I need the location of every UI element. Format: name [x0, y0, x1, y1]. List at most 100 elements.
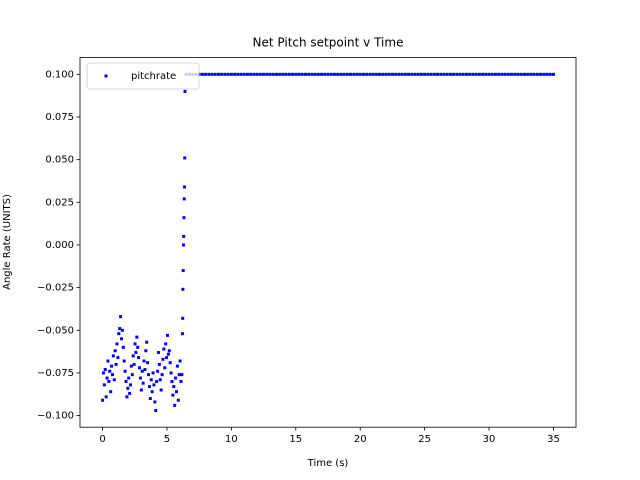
data-point — [182, 234, 186, 238]
x-tick-label: 0 — [99, 434, 105, 445]
data-point — [150, 390, 154, 394]
data-point — [294, 72, 298, 76]
legend-marker — [104, 74, 108, 78]
data-point — [104, 395, 108, 399]
data-point — [158, 378, 162, 382]
data-point — [220, 72, 224, 76]
data-point — [416, 72, 420, 76]
data-point — [180, 373, 184, 377]
data-point — [148, 397, 152, 401]
data-point — [300, 72, 304, 76]
data-point — [236, 72, 240, 76]
data-point — [245, 72, 249, 76]
data-point — [378, 72, 382, 76]
data-point — [113, 349, 117, 353]
data-point — [114, 362, 118, 366]
data-point — [110, 364, 114, 368]
data-point — [174, 390, 178, 394]
data-point — [355, 72, 359, 76]
data-point — [141, 381, 145, 385]
data-point — [168, 361, 172, 365]
data-point — [154, 408, 158, 412]
data-point — [307, 72, 311, 76]
data-point — [471, 72, 475, 76]
data-point — [390, 72, 394, 76]
data-point — [107, 379, 111, 383]
data-point — [497, 72, 501, 76]
data-point — [210, 72, 214, 76]
y-tick-label: 0.100 — [45, 69, 74, 80]
data-point — [323, 72, 327, 76]
data-point — [161, 357, 165, 361]
data-point — [493, 72, 497, 76]
data-point — [110, 373, 114, 377]
x-tick-label: 15 — [289, 434, 302, 445]
data-point — [461, 72, 465, 76]
data-point — [458, 72, 462, 76]
data-point — [358, 72, 362, 76]
data-point — [452, 72, 456, 76]
x-tick-label: 5 — [164, 434, 170, 445]
y-tick-label: −0.025 — [37, 283, 74, 294]
data-point — [268, 72, 272, 76]
data-point — [116, 356, 120, 360]
data-point — [147, 373, 151, 377]
data-point — [118, 327, 122, 331]
data-point — [102, 383, 106, 387]
data-point — [442, 72, 446, 76]
data-point — [136, 345, 140, 349]
data-point — [176, 398, 180, 402]
data-point — [265, 72, 269, 76]
data-point — [339, 72, 343, 76]
data-point — [426, 72, 430, 76]
data-point — [103, 368, 107, 372]
data-point — [129, 383, 133, 387]
data-point — [368, 72, 372, 76]
data-point — [407, 72, 411, 76]
data-point — [223, 72, 227, 76]
data-point — [287, 72, 291, 76]
data-point — [316, 72, 320, 76]
data-point — [106, 359, 110, 363]
data-point — [165, 333, 169, 337]
data-point — [255, 72, 259, 76]
data-point — [448, 72, 452, 76]
data-point — [101, 371, 105, 375]
data-point — [115, 342, 119, 346]
data-point — [142, 359, 146, 363]
data-point — [374, 72, 378, 76]
data-point — [139, 388, 143, 392]
data-point — [281, 72, 285, 76]
data-point — [174, 376, 178, 380]
data-point — [345, 72, 349, 76]
data-point — [445, 72, 449, 76]
data-point — [455, 72, 459, 76]
data-point — [216, 72, 220, 76]
data-point — [342, 72, 346, 76]
data-point — [284, 72, 288, 76]
data-point — [146, 361, 150, 365]
data-point — [172, 385, 176, 389]
data-point — [542, 72, 546, 76]
data-point — [153, 400, 157, 404]
data-point — [252, 72, 256, 76]
data-point — [226, 72, 230, 76]
data-point — [169, 371, 173, 375]
data-point — [297, 72, 301, 76]
data-point — [119, 337, 123, 341]
data-point — [124, 379, 128, 383]
data-point — [183, 156, 187, 160]
y-tick-label: 0.025 — [45, 197, 74, 208]
data-point — [468, 72, 472, 76]
data-point — [326, 72, 330, 76]
data-point — [481, 72, 485, 76]
data-point — [160, 373, 164, 377]
data-point — [303, 72, 307, 76]
data-point — [352, 72, 356, 76]
data-point — [506, 72, 510, 76]
data-point — [320, 72, 324, 76]
data-point — [329, 72, 333, 76]
data-point — [271, 72, 275, 76]
data-point — [164, 342, 168, 346]
